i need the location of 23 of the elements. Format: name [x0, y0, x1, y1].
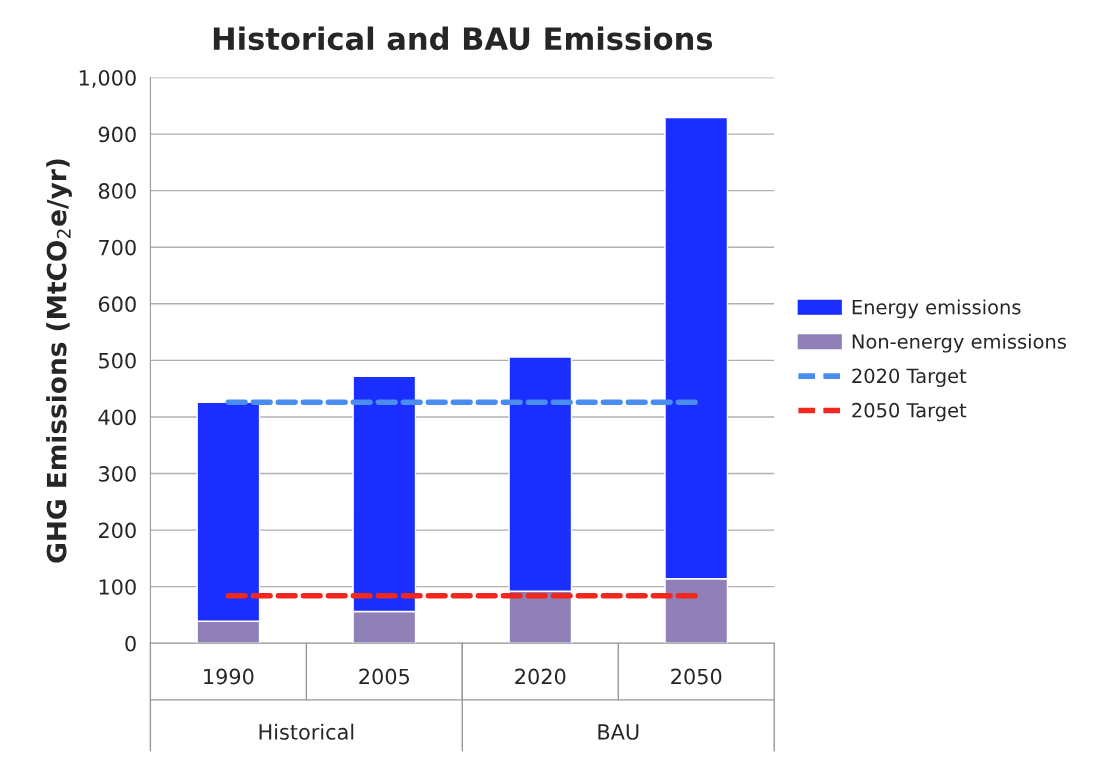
y-tick-label: 1,000	[79, 69, 136, 88]
y-tick-label: 200	[98, 522, 136, 539]
y-tick-label: 600	[98, 296, 136, 313]
y-tick-label: 0	[125, 635, 136, 652]
y-tick-label: 900	[98, 126, 136, 143]
y-tick-label: 100	[99, 579, 136, 595]
y-tick-label: 800	[98, 183, 136, 199]
y-tick-label: 700	[99, 239, 136, 256]
y-axis-title: GHG Emissions (MtCO$_{2}$e/yr)	[46, 159, 72, 563]
legend-label: Energy emissions	[852, 299, 1021, 319]
y-tick-label: 400	[98, 409, 136, 426]
legend-label: 2020 Target	[852, 368, 967, 387]
text: Historical	[259, 723, 354, 740]
x-tick-label: 2020	[515, 668, 566, 685]
y-tick-label: 300	[99, 465, 136, 482]
text: BAU	[598, 724, 639, 740]
legend-label: 2050 Target	[852, 402, 967, 422]
x-tick-label: 1990	[204, 668, 254, 685]
y-tick-label: 500	[99, 352, 136, 369]
x-tick-label: 2005	[359, 668, 410, 685]
x-tick-label: 2050	[671, 668, 722, 685]
chart-title: Historical and BAU Emissions	[213, 26, 713, 51]
legend-label: Non-energy emissions	[852, 333, 1066, 353]
